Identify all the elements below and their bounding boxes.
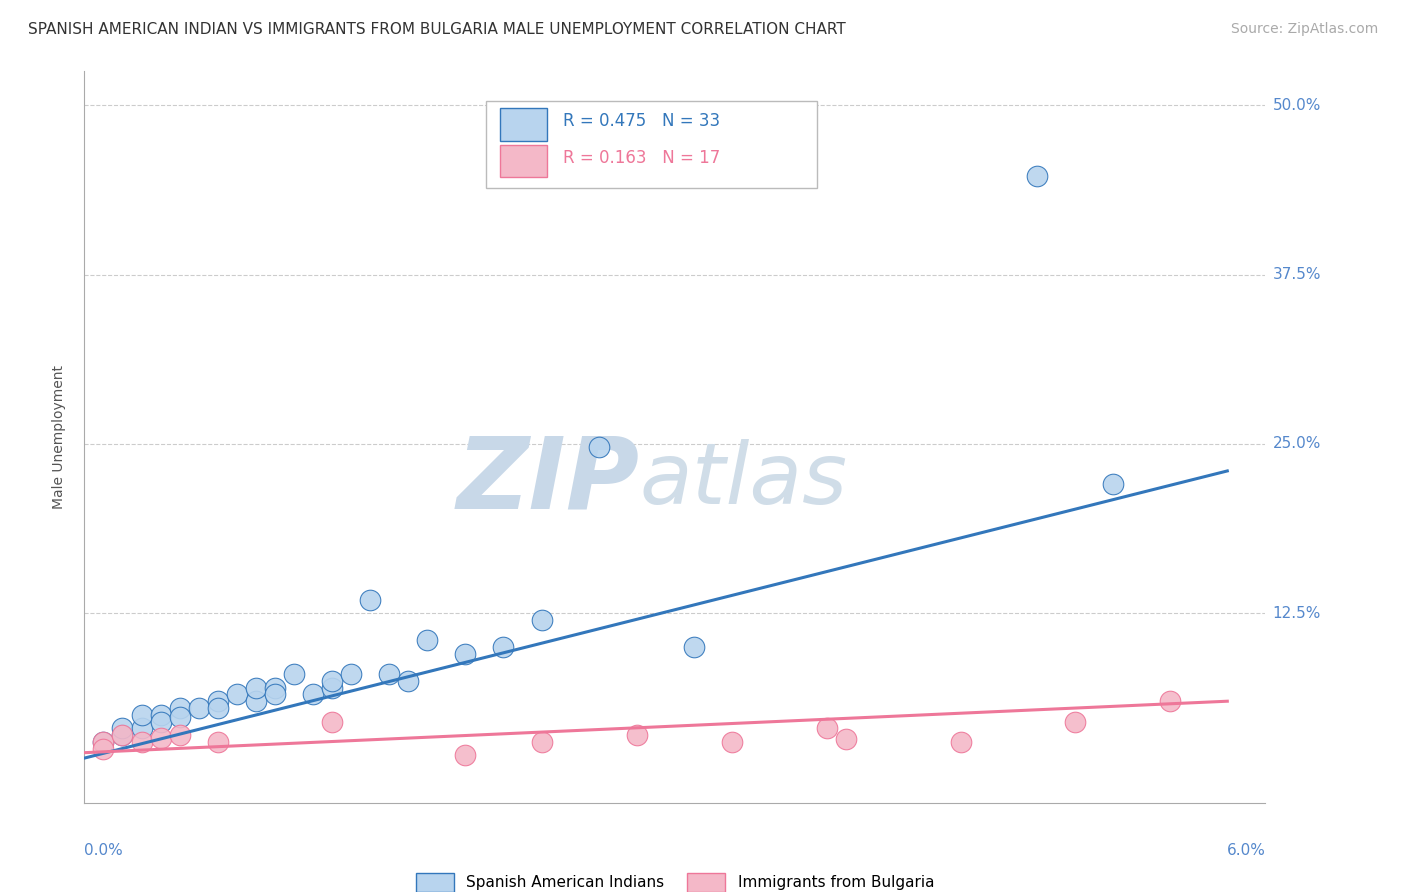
Point bbox=[416, 633, 439, 648]
Text: 50.0%: 50.0% bbox=[1272, 98, 1320, 112]
Text: 37.5%: 37.5% bbox=[1272, 267, 1320, 282]
Point bbox=[1064, 714, 1087, 729]
Legend: Spanish American Indians, Immigrants from Bulgaria: Spanish American Indians, Immigrants fro… bbox=[409, 867, 941, 892]
Point bbox=[340, 667, 363, 681]
Point bbox=[207, 701, 229, 715]
Point bbox=[93, 735, 115, 749]
Bar bbox=[501, 108, 547, 141]
Point bbox=[131, 735, 153, 749]
Point bbox=[949, 735, 972, 749]
Point bbox=[378, 667, 401, 681]
Point bbox=[149, 731, 172, 745]
Point bbox=[169, 701, 191, 715]
Point bbox=[815, 721, 838, 735]
Point bbox=[207, 694, 229, 708]
Point bbox=[321, 673, 343, 688]
Text: R = 0.475   N = 33: R = 0.475 N = 33 bbox=[562, 112, 720, 130]
Point bbox=[530, 735, 553, 749]
Text: 6.0%: 6.0% bbox=[1226, 843, 1265, 858]
Y-axis label: Male Unemployment: Male Unemployment bbox=[52, 365, 66, 509]
Point bbox=[321, 681, 343, 695]
Point bbox=[1102, 477, 1125, 491]
Point bbox=[169, 728, 191, 742]
Point bbox=[835, 732, 858, 747]
Point bbox=[721, 735, 744, 749]
Text: 25.0%: 25.0% bbox=[1272, 436, 1320, 451]
Point bbox=[302, 688, 325, 702]
Point bbox=[187, 701, 209, 715]
Bar bbox=[501, 145, 547, 178]
Point bbox=[245, 694, 267, 708]
Point bbox=[93, 741, 115, 756]
Point bbox=[245, 681, 267, 695]
Text: R = 0.163   N = 17: R = 0.163 N = 17 bbox=[562, 149, 720, 167]
Point bbox=[263, 681, 285, 695]
Point bbox=[149, 714, 172, 729]
Point bbox=[626, 728, 648, 742]
Point bbox=[530, 613, 553, 627]
Point bbox=[683, 640, 706, 654]
Point bbox=[225, 688, 247, 702]
Text: 12.5%: 12.5% bbox=[1272, 606, 1320, 621]
Point bbox=[283, 667, 305, 681]
Point bbox=[207, 735, 229, 749]
Point bbox=[396, 673, 419, 688]
Point bbox=[263, 688, 285, 702]
Point bbox=[131, 707, 153, 722]
Point bbox=[454, 748, 477, 763]
Point bbox=[454, 647, 477, 661]
Text: Source: ZipAtlas.com: Source: ZipAtlas.com bbox=[1230, 22, 1378, 37]
Point bbox=[1025, 169, 1047, 183]
Text: SPANISH AMERICAN INDIAN VS IMMIGRANTS FROM BULGARIA MALE UNEMPLOYMENT CORRELATIO: SPANISH AMERICAN INDIAN VS IMMIGRANTS FR… bbox=[28, 22, 846, 37]
Point bbox=[588, 440, 610, 454]
Point bbox=[131, 721, 153, 735]
Text: atlas: atlas bbox=[640, 440, 848, 523]
Text: ZIP: ZIP bbox=[457, 433, 640, 530]
Point bbox=[149, 707, 172, 722]
FancyBboxPatch shape bbox=[486, 101, 817, 188]
Text: 0.0%: 0.0% bbox=[84, 843, 124, 858]
Point bbox=[492, 640, 515, 654]
Point bbox=[321, 714, 343, 729]
Point bbox=[169, 710, 191, 724]
Point bbox=[111, 728, 134, 742]
Point bbox=[1159, 694, 1181, 708]
Point bbox=[359, 592, 381, 607]
Point bbox=[93, 735, 115, 749]
Point bbox=[111, 721, 134, 735]
Point bbox=[111, 728, 134, 742]
